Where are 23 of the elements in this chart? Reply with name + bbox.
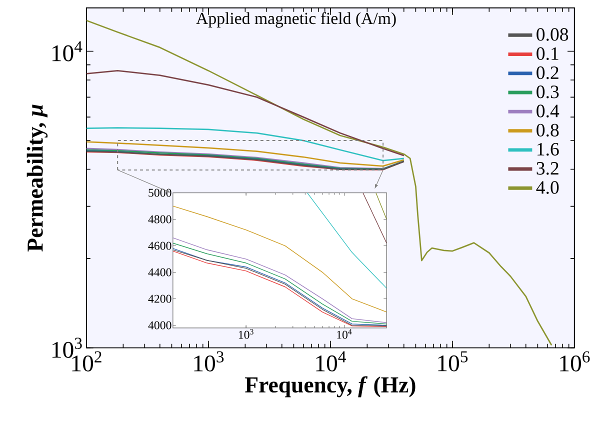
x-tick-label: 10$^{4}$ xyxy=(316,351,346,372)
legend-label: 0.08 xyxy=(536,28,568,41)
x-axis-title: Frequency, f (Hz) xyxy=(245,376,416,398)
y-tick-label: 4400 xyxy=(148,268,172,276)
legend-label: 0.4 xyxy=(536,104,560,118)
legend-label: 0.1 xyxy=(536,47,558,60)
x-tick-label: 10$^{2}$ xyxy=(72,351,102,372)
y-tick-label: 4800 xyxy=(148,215,172,224)
y-tick-label: 5000 xyxy=(148,188,172,197)
legend-label: 1.6 xyxy=(538,142,559,156)
legend-label: 0.2 xyxy=(536,66,558,80)
y-tick-label: 4000 xyxy=(148,321,172,330)
legend-label: 3.2 xyxy=(536,162,558,175)
x-tick-label: 10$^{6}$ xyxy=(560,351,590,372)
x-tick-label: 10$^{5}$ xyxy=(438,351,468,372)
legend-title: Applied magnetic field (A/m) xyxy=(196,12,396,28)
legend-label: 0.8 xyxy=(536,124,559,136)
legend-label: 0.3 xyxy=(536,85,559,98)
x-tick-label: 10$^{3}$ xyxy=(194,351,224,372)
y-tick-label: 4600 xyxy=(148,242,172,250)
y-axis-title: Permeability, μ xyxy=(26,104,48,252)
y-tick-label: 4200 xyxy=(148,294,172,303)
legend-label: 4.0 xyxy=(536,181,559,194)
